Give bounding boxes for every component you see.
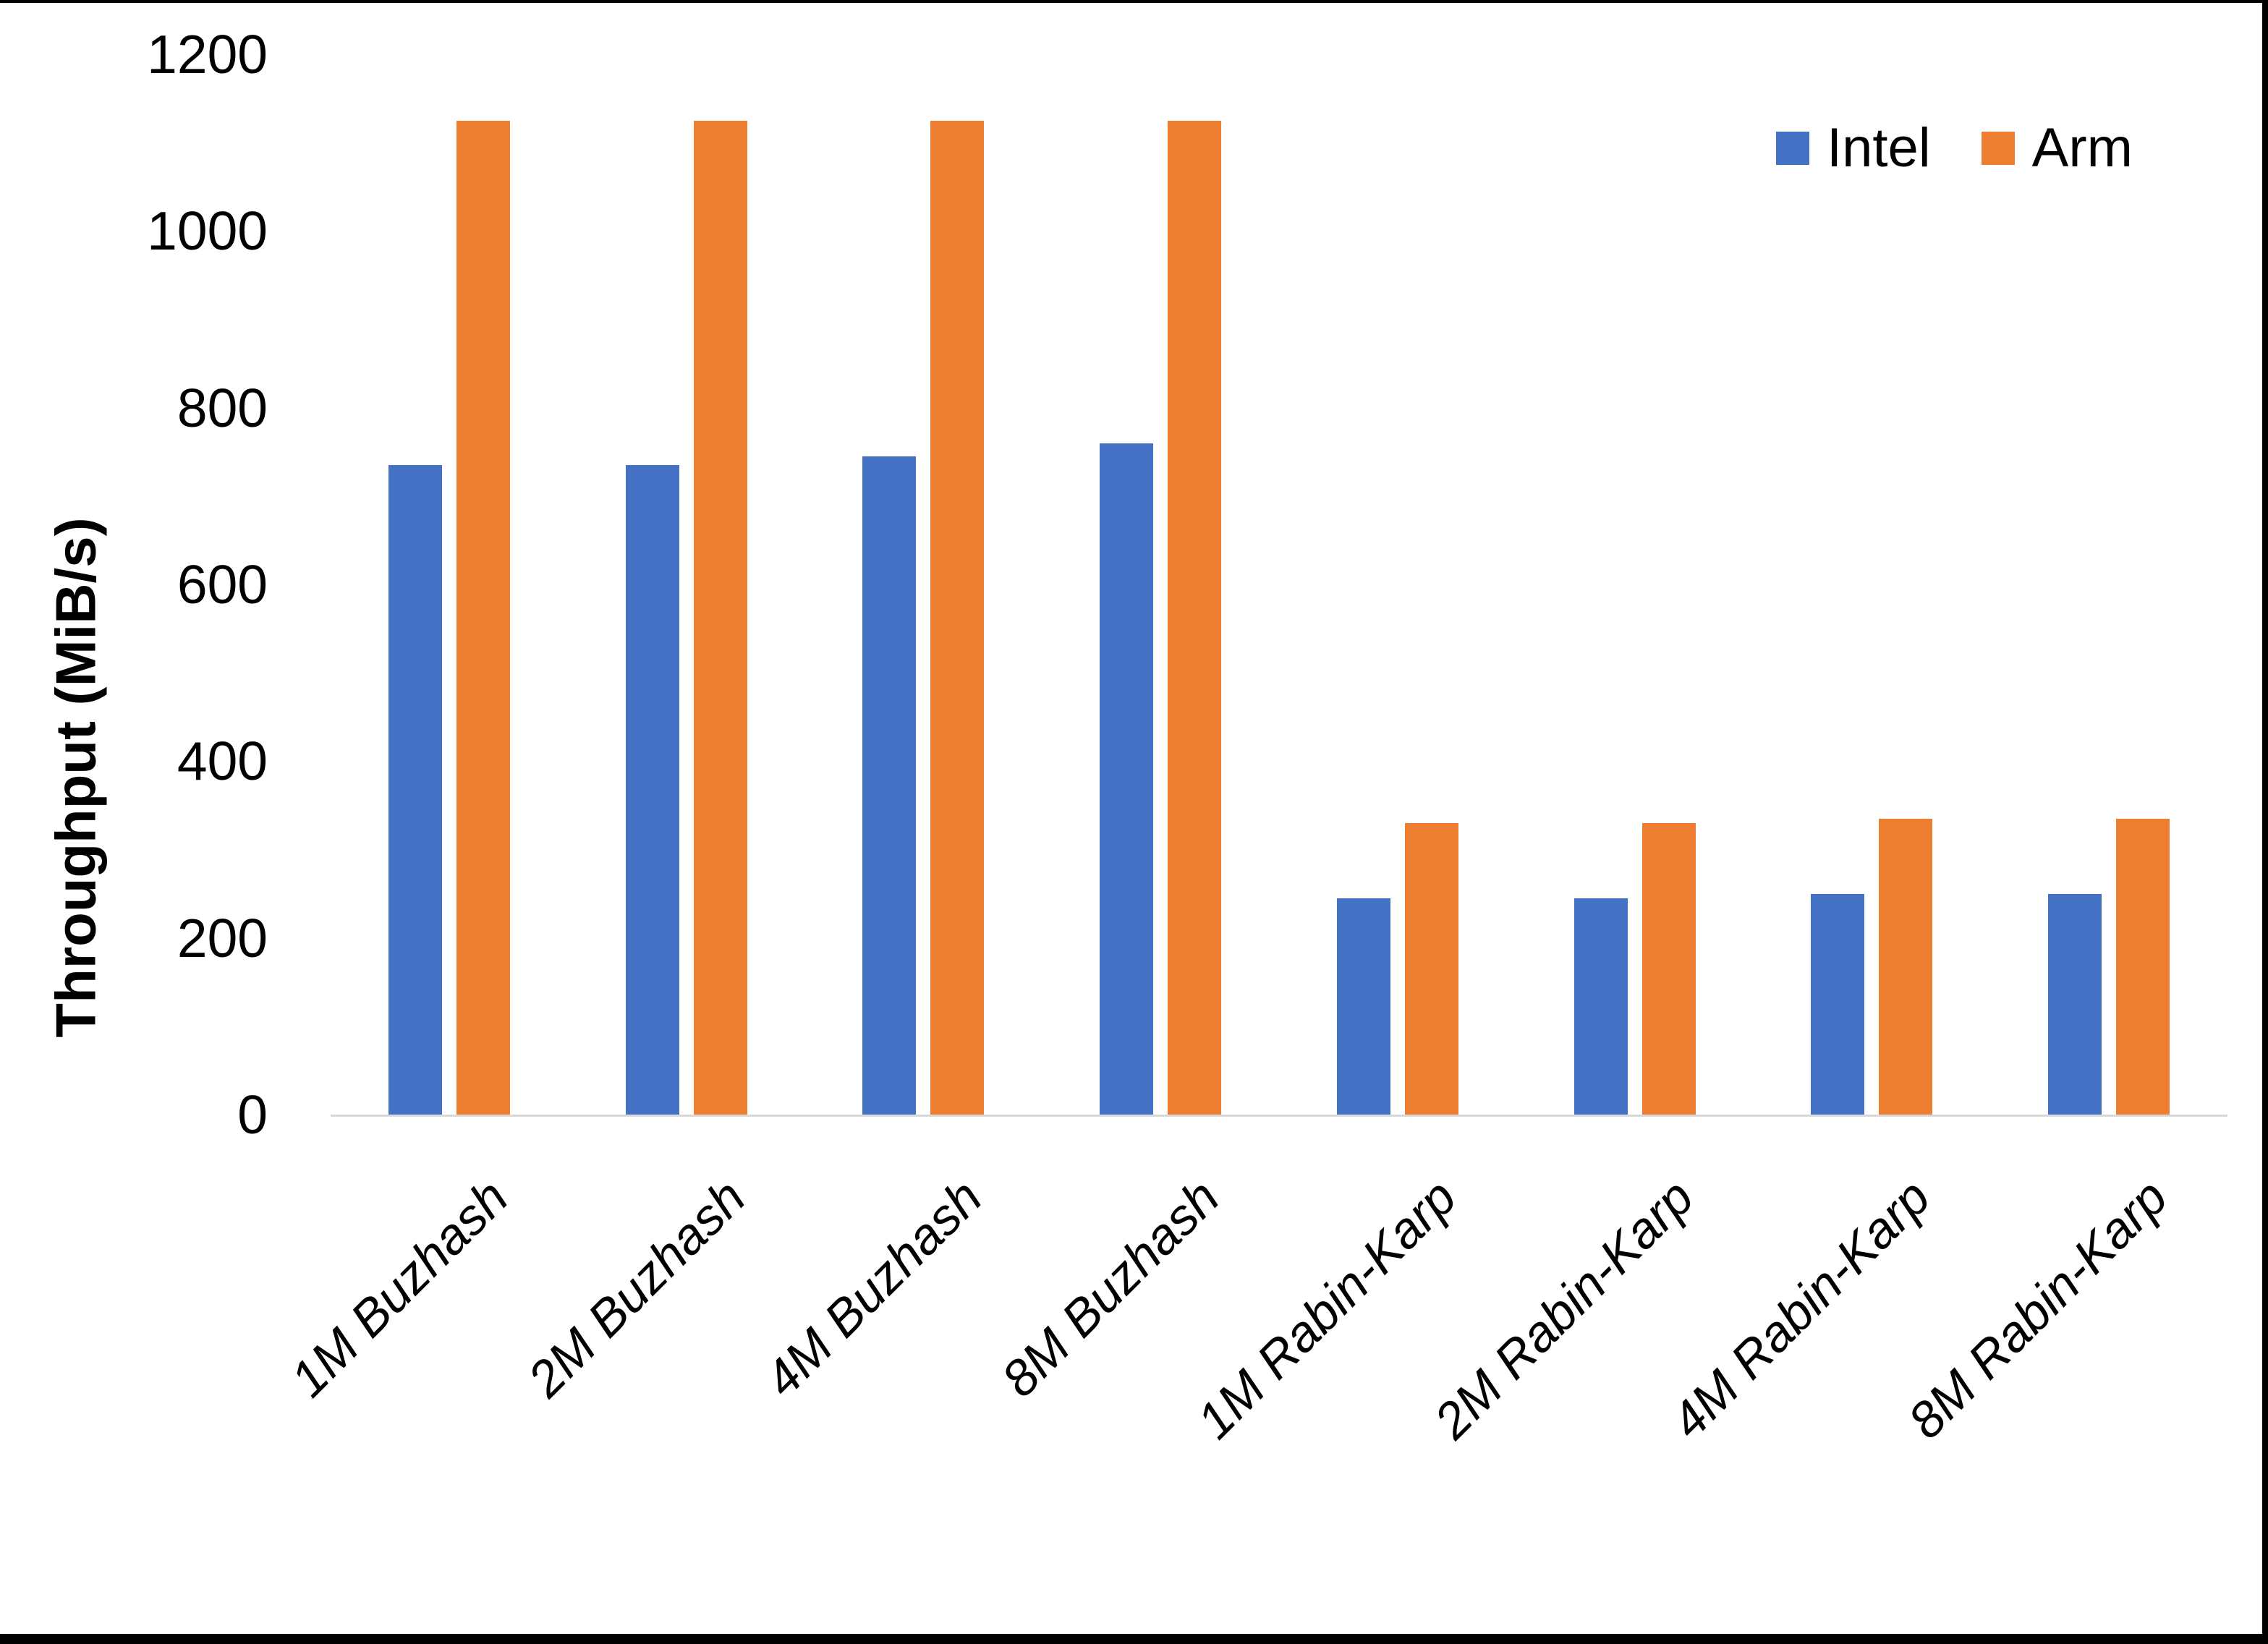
y-tick-1200: 1200	[147, 24, 268, 85]
bar-intel-4m-buzhash	[862, 456, 916, 1115]
bar-arm-1m-rabin-karp	[1405, 823, 1458, 1115]
legend-item-intel: Intel	[1776, 117, 1931, 179]
y-tick-800: 800	[177, 378, 268, 438]
window-border-top	[0, 0, 2268, 3]
bar-intel-1m-rabin-karp	[1337, 898, 1390, 1115]
bar-arm-8m-rabin-karp	[2116, 819, 2170, 1115]
bar-arm-2m-buzhash	[694, 121, 747, 1115]
plot-area	[331, 54, 2227, 1117]
x-category-label-1m-buzhash: 1M Buzhash	[279, 1168, 519, 1408]
window-border-bottom	[0, 1634, 2268, 1644]
bar-intel-1m-buzhash	[388, 465, 442, 1115]
bar-arm-4m-buzhash	[930, 121, 984, 1115]
y-tick-400: 400	[177, 731, 268, 791]
arm-series-swatch	[1981, 132, 2015, 165]
y-tick-200: 200	[177, 908, 268, 968]
legend: Intel Arm	[1776, 117, 2133, 179]
legend-item-arm: Arm	[1981, 117, 2133, 179]
bar-arm-8m-buzhash	[1168, 121, 1221, 1115]
legend-label-arm: Arm	[2031, 117, 2133, 179]
bar-arm-4m-rabin-karp	[1879, 819, 1932, 1115]
bar-arm-1m-buzhash	[456, 121, 510, 1115]
bar-intel-8m-buzhash	[1100, 443, 1153, 1115]
x-category-label-2m-buzhash: 2M Buzhash	[517, 1168, 756, 1408]
bar-intel-2m-buzhash	[626, 465, 679, 1115]
y-tick-1000: 1000	[147, 200, 268, 261]
bar-intel-8m-rabin-karp	[2048, 894, 2102, 1115]
y-tick-600: 600	[177, 554, 268, 615]
bar-arm-2m-rabin-karp	[1642, 823, 1696, 1115]
intel-series-swatch	[1776, 132, 1809, 165]
legend-label-intel: Intel	[1827, 117, 1931, 179]
x-category-label-8m-buzhash: 8M Buzhash	[990, 1168, 1230, 1408]
bar-intel-4m-rabin-karp	[1811, 894, 1864, 1115]
x-category-label-4m-buzhash: 4M Buzhash	[753, 1168, 993, 1408]
window-border-right	[2262, 0, 2268, 1644]
y-tick-0: 0	[237, 1084, 268, 1145]
bar-intel-2m-rabin-karp	[1574, 898, 1628, 1115]
